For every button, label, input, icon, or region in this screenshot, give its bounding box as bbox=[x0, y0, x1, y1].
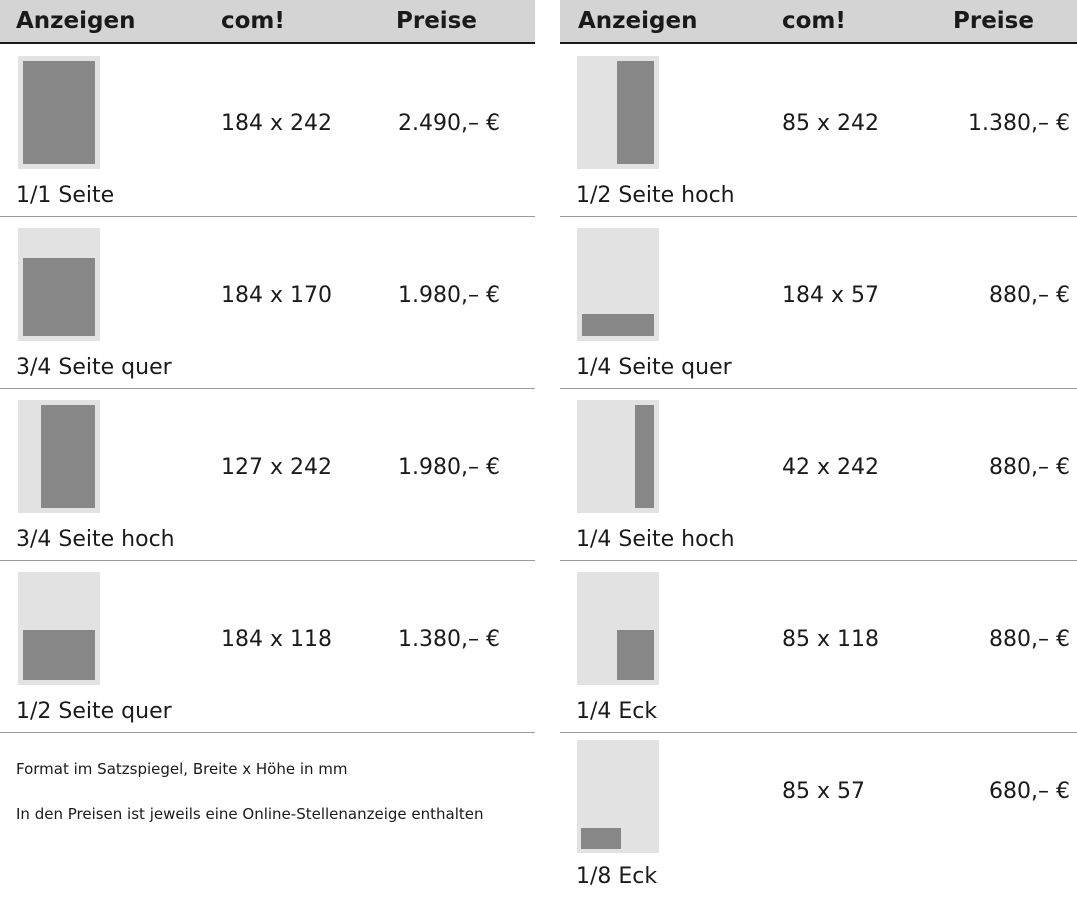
table-header: Anzeigen com! Preise bbox=[0, 0, 535, 44]
ad-size: 184 x 57 bbox=[782, 283, 879, 308]
table-row: 85 x 118 880,– € 1/4 Eck bbox=[560, 560, 1077, 733]
table-header: Anzeigen com! Preise bbox=[560, 0, 1077, 44]
ad-format-name: 1/2 Seite hoch bbox=[576, 183, 735, 208]
ad-size: 85 x 118 bbox=[782, 627, 879, 652]
ad-price: 2.490,– € bbox=[398, 111, 500, 136]
ad-price: 680,– € bbox=[989, 779, 1070, 804]
price-note: In den Preisen ist jeweils eine Online-S… bbox=[16, 805, 484, 823]
ad-format-thumbnail bbox=[577, 740, 659, 853]
format-note: Format im Satzspiegel, Breite x Höhe in … bbox=[16, 760, 348, 778]
ad-price: 1.980,– € bbox=[398, 283, 500, 308]
ad-format-thumbnail bbox=[18, 56, 100, 169]
header-preise: Preise bbox=[396, 8, 477, 34]
ad-area-fill bbox=[23, 258, 95, 336]
ad-price: 880,– € bbox=[989, 455, 1070, 480]
ad-size: 184 x 170 bbox=[221, 283, 332, 308]
ad-price: 880,– € bbox=[989, 283, 1070, 308]
ad-format-thumbnail bbox=[577, 228, 659, 341]
ad-size: 184 x 242 bbox=[221, 111, 332, 136]
ad-price: 1.980,– € bbox=[398, 455, 500, 480]
ad-format-name: 3/4 Seite quer bbox=[16, 355, 172, 380]
ad-size: 184 x 118 bbox=[221, 627, 332, 652]
ad-area-fill bbox=[23, 630, 95, 680]
ad-area-fill bbox=[617, 61, 654, 164]
header-com: com! bbox=[782, 8, 846, 34]
header-com: com! bbox=[221, 8, 285, 34]
ad-price: 1.380,– € bbox=[968, 111, 1070, 136]
ad-format-name: 1/1 Seite bbox=[16, 183, 115, 208]
ad-price: 880,– € bbox=[989, 627, 1070, 652]
ad-format-thumbnail bbox=[577, 572, 659, 685]
table-row: 85 x 57 680,– € 1/8 Eck bbox=[560, 732, 1077, 904]
ad-format-thumbnail bbox=[18, 228, 100, 341]
table-row: 127 x 242 1.980,– € 3/4 Seite hoch bbox=[0, 388, 535, 561]
ad-format-name: 1/4 Seite quer bbox=[576, 355, 732, 380]
ad-area-fill bbox=[41, 405, 95, 508]
ad-area-fill bbox=[23, 61, 95, 164]
header-anzeigen: Anzeigen bbox=[578, 8, 698, 34]
ad-format-name: 1/4 Eck bbox=[576, 699, 658, 724]
ad-size: 85 x 57 bbox=[782, 779, 865, 804]
ad-format-thumbnail bbox=[18, 572, 100, 685]
table-row: 184 x 118 1.380,– € 1/2 Seite quer bbox=[0, 560, 535, 733]
header-preise: Preise bbox=[953, 8, 1034, 34]
ad-area-fill bbox=[582, 314, 654, 336]
table-row: 184 x 57 880,– € 1/4 Seite quer bbox=[560, 216, 1077, 389]
ad-area-fill bbox=[581, 828, 621, 849]
ad-area-fill bbox=[635, 405, 654, 508]
ad-format-thumbnail bbox=[18, 400, 100, 513]
table-row: 85 x 242 1.380,– € 1/2 Seite hoch bbox=[560, 44, 1077, 217]
ad-format-name: 1/2 Seite quer bbox=[16, 699, 172, 724]
ad-format-thumbnail bbox=[577, 400, 659, 513]
ad-format-name: 3/4 Seite hoch bbox=[16, 527, 175, 552]
table-row: 184 x 242 2.490,– € 1/1 Seite bbox=[0, 44, 535, 217]
ad-size: 127 x 242 bbox=[221, 455, 332, 480]
header-anzeigen: Anzeigen bbox=[16, 8, 136, 34]
ad-format-thumbnail bbox=[577, 56, 659, 169]
ad-size: 42 x 242 bbox=[782, 455, 879, 480]
ad-format-name: 1/4 Seite hoch bbox=[576, 527, 735, 552]
table-row: 42 x 242 880,– € 1/4 Seite hoch bbox=[560, 388, 1077, 561]
ad-format-name: 1/8 Eck bbox=[576, 864, 658, 889]
table-row: 184 x 170 1.980,– € 3/4 Seite quer bbox=[0, 216, 535, 389]
ad-area-fill bbox=[617, 630, 654, 680]
ad-price: 1.380,– € bbox=[398, 627, 500, 652]
ad-size: 85 x 242 bbox=[782, 111, 879, 136]
